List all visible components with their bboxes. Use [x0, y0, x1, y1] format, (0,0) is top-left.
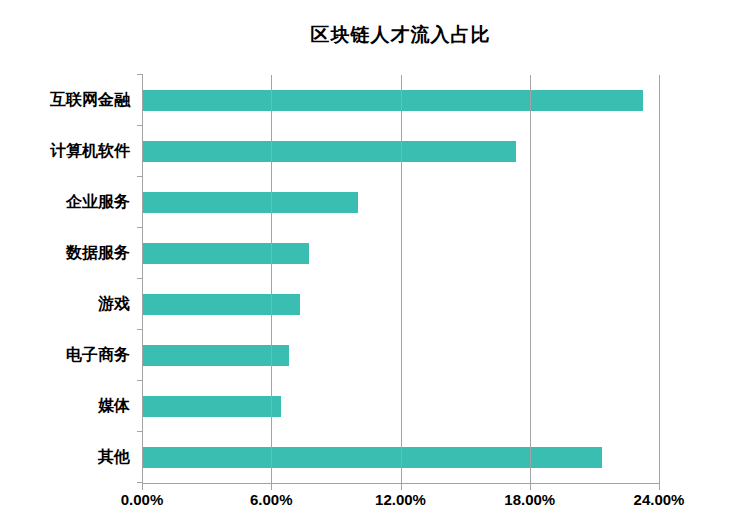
x-tick-label: 6.00%	[250, 491, 293, 508]
category-label: 数据服务	[0, 228, 130, 279]
y-axis-tick	[137, 329, 143, 330]
plot-area	[142, 75, 660, 484]
bars-layer	[143, 75, 660, 483]
x-axis-tick	[142, 483, 143, 490]
bar-row	[143, 126, 660, 177]
bar	[143, 294, 300, 315]
x-axis-tick	[271, 483, 272, 490]
gridline	[271, 75, 272, 483]
x-tick-label: 24.00%	[634, 491, 685, 508]
chart-canvas: 区块链人才流入占比 互联网金融计算机软件企业服务数据服务游戏电子商务媒体其他 0…	[0, 0, 744, 526]
y-axis-tick	[137, 431, 143, 432]
y-axis-tick	[137, 227, 143, 228]
x-tick-label: 12.00%	[375, 491, 426, 508]
x-axis-tick	[659, 483, 660, 490]
category-label: 其他	[0, 432, 130, 483]
gridline	[659, 75, 660, 483]
x-tick-label: 0.00%	[121, 491, 164, 508]
category-label: 互联网金融	[0, 75, 130, 126]
category-label: 电子商务	[0, 330, 130, 381]
bar-row	[143, 330, 660, 381]
bar-row	[143, 228, 660, 279]
bar-row	[143, 75, 660, 126]
bar	[143, 141, 516, 162]
category-label: 计算机软件	[0, 126, 130, 177]
y-axis-tick	[137, 176, 143, 177]
y-axis-tick	[137, 380, 143, 381]
x-axis-tick	[401, 483, 402, 490]
bar	[143, 192, 358, 213]
y-axis-tick	[137, 125, 143, 126]
bar-row	[143, 381, 660, 432]
category-axis-labels: 互联网金融计算机软件企业服务数据服务游戏电子商务媒体其他	[0, 75, 130, 483]
category-label: 企业服务	[0, 177, 130, 228]
y-axis-tick	[137, 278, 143, 279]
gridline	[401, 75, 402, 483]
bar	[143, 447, 602, 468]
y-axis-tick	[137, 74, 143, 75]
gridline	[530, 75, 531, 483]
x-axis-labels: 0.00%6.00%12.00%18.00%24.00%	[142, 491, 659, 513]
bar	[143, 345, 289, 366]
bar	[143, 243, 309, 264]
bar	[143, 396, 281, 417]
bar-row	[143, 432, 660, 483]
bar	[143, 90, 643, 111]
category-label: 游戏	[0, 279, 130, 330]
x-axis-tick	[530, 483, 531, 490]
category-label: 媒体	[0, 381, 130, 432]
bar-row	[143, 279, 660, 330]
chart-title: 区块链人才流入占比	[142, 22, 659, 48]
bar-row	[143, 177, 660, 228]
x-tick-label: 18.00%	[504, 491, 555, 508]
